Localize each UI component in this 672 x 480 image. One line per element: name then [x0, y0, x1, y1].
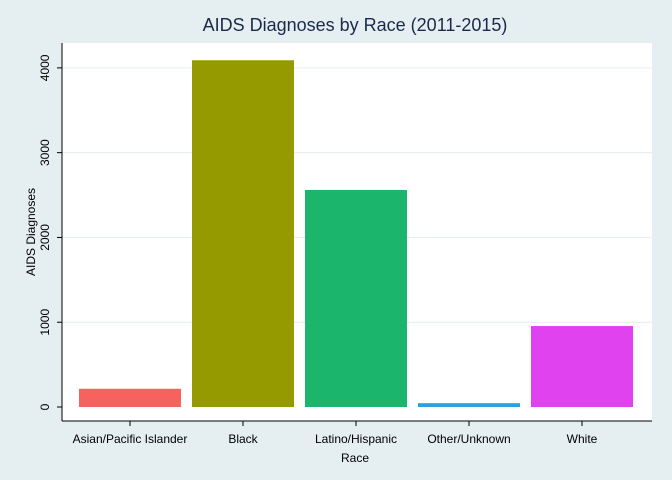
- bars: [79, 60, 633, 407]
- x-tick-label: Latino/Hispanic: [315, 432, 397, 446]
- y-axis-title: AIDS Diagnoses: [24, 188, 38, 276]
- x-axis-title: Race: [341, 451, 369, 465]
- x-tick-label: Black: [228, 432, 258, 446]
- y-tick-label: 3000: [38, 139, 52, 166]
- y-tick-label: 2000: [38, 224, 52, 251]
- chart-title: AIDS Diagnoses by Race (2011-2015): [203, 15, 508, 35]
- y-tick-label: 1000: [38, 309, 52, 336]
- y-axis-ticks: 0 1000 2000 3000 4000: [38, 54, 62, 410]
- x-tick-label: Other/Unknown: [427, 432, 510, 446]
- bar: [531, 326, 633, 407]
- bar: [418, 403, 520, 407]
- y-tick-label: 0: [38, 403, 52, 410]
- bar: [79, 388, 181, 407]
- x-axis-ticks: Asian/Pacific Islander Black Latino/Hispan…: [73, 421, 598, 446]
- x-tick-label: White: [567, 432, 598, 446]
- y-tick-label: 4000: [38, 54, 52, 81]
- x-tick-label: Asian/Pacific Islander: [73, 432, 188, 446]
- bar: [305, 189, 407, 407]
- bar: [192, 60, 294, 407]
